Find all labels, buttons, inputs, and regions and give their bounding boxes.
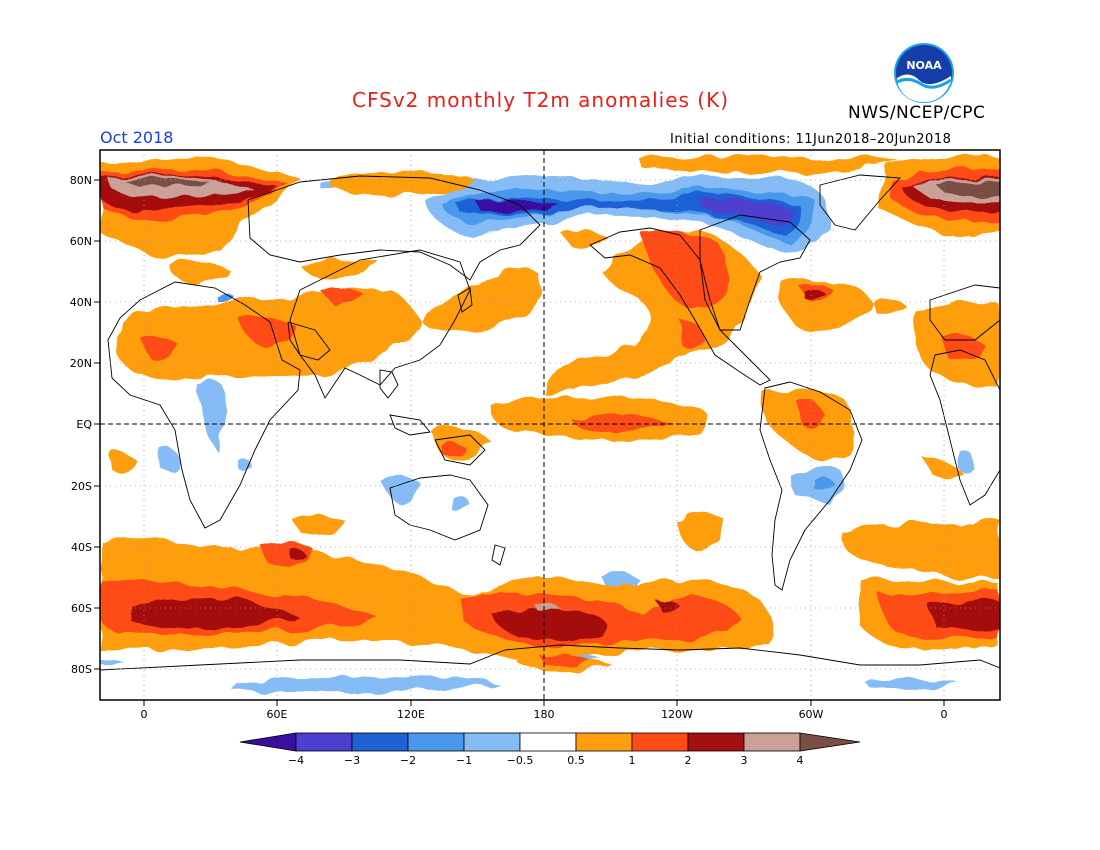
colorbar-label: 2	[685, 754, 692, 767]
colorbar-label: −2	[400, 754, 416, 767]
svg-text:NOAA: NOAA	[906, 59, 942, 72]
lat-label: 40N	[70, 296, 92, 309]
ticks	[94, 179, 945, 706]
colorbar-label: 1	[629, 754, 636, 767]
lon-label: 60E	[267, 708, 288, 721]
lon-label: 60W	[799, 708, 824, 721]
lon-label: 0	[141, 708, 148, 721]
forecast-period: Oct 2018	[100, 128, 174, 147]
colorbar-segment	[295, 732, 353, 752]
colorbar-segment	[575, 732, 633, 752]
colorbar-segment	[351, 732, 409, 752]
lat-label: 20S	[71, 480, 92, 493]
reference-lines	[100, 150, 1000, 700]
colorbar-label: −0.5	[507, 754, 534, 767]
lon-label: 180	[534, 708, 555, 721]
lat-label: 60S	[71, 602, 92, 615]
colorbar-label: −4	[288, 754, 304, 767]
lat-label: 60N	[70, 235, 92, 248]
lat-label: 20N	[70, 357, 92, 370]
colorbar-segment	[687, 732, 745, 752]
colorbar-label: −1	[456, 754, 472, 767]
initial-conditions: Initial conditions: 11Jun2018–20Jun2018	[670, 132, 952, 147]
lat-labels: 80N 60N 40N 20N EQ 20S 40S 60S 80S	[70, 174, 93, 676]
colorbar-label: 3	[741, 754, 748, 767]
colorbar-label: 0.5	[567, 754, 585, 767]
colorbar-arrow-low	[239, 732, 297, 752]
lon-labels: 0 60E 120E 180 120W 60W 0	[141, 708, 948, 721]
colorbar-segment	[631, 732, 689, 752]
lon-label: 120W	[661, 708, 693, 721]
colorbar-segment	[407, 732, 465, 752]
agency-label: NWS/NCEP/CPC	[848, 103, 986, 123]
colorbar-arrow-high	[799, 732, 861, 752]
lat-label: EQ	[76, 418, 92, 431]
graticule	[100, 150, 1000, 700]
lon-label: 120E	[397, 708, 425, 721]
anomaly-fields	[100, 155, 1000, 694]
lon-label: 0	[941, 708, 948, 721]
colorbar-label: 4	[797, 754, 804, 767]
colorbar-segment	[463, 732, 521, 752]
colorbar-label: −3	[344, 754, 360, 767]
lat-label: 40S	[71, 541, 92, 554]
colorbar-segment	[519, 732, 577, 752]
warm-anomalies-extreme	[110, 176, 1000, 612]
coastlines	[100, 174, 1000, 671]
lat-label: 80N	[70, 174, 92, 187]
chart-title: CFSv2 monthly T2m anomalies (K)	[352, 88, 729, 112]
colorbar-segment	[743, 732, 801, 752]
noaa-logo: NOAA	[893, 42, 955, 104]
map-frame	[99, 149, 1001, 701]
lat-label: 80S	[71, 663, 92, 676]
